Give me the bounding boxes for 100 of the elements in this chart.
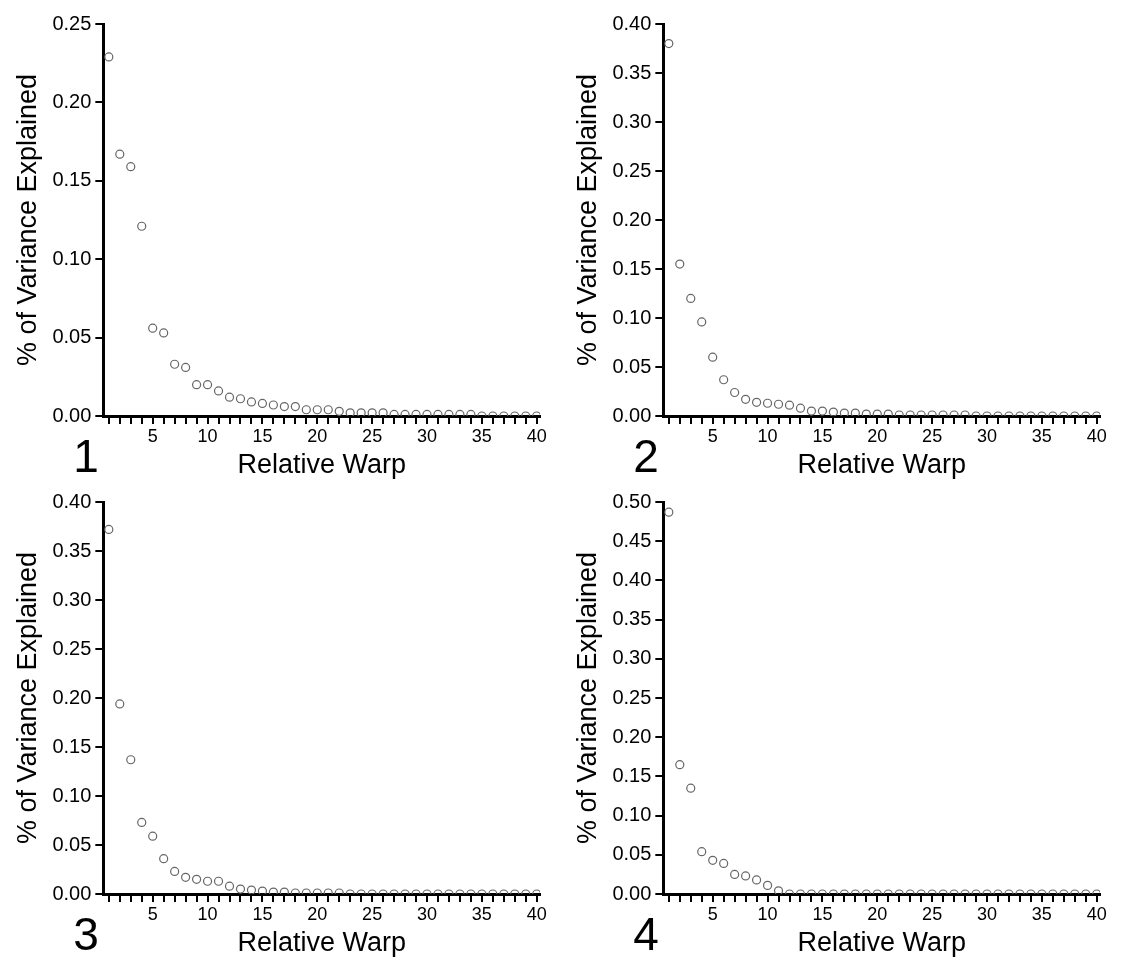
y-tick-label: 0.00: [612, 881, 652, 904]
y-tick-label: 0.15: [612, 763, 652, 786]
y-tick-label: 0.40: [52, 489, 92, 512]
x-tick-label: 25: [362, 425, 383, 446]
x-tick-label: 25: [362, 903, 383, 924]
y-tick-label: 0.05: [52, 325, 92, 348]
point: [202, 380, 213, 390]
x-tick-label: 30: [976, 903, 998, 924]
point: [137, 221, 147, 231]
point: [455, 409, 465, 416]
x-tick-label: 35: [471, 903, 492, 924]
y-tick-label: 0.15: [52, 734, 92, 757]
point: [246, 397, 257, 407]
point: [861, 409, 871, 416]
point: [806, 406, 817, 416]
y-tick-label: 0.00: [52, 881, 92, 904]
point: [466, 409, 476, 416]
point: [751, 397, 762, 407]
point: [444, 409, 454, 416]
y-tick-label: 0.15: [612, 256, 652, 279]
x-tick-label: 40: [1086, 425, 1107, 446]
point: [872, 409, 882, 416]
point: [312, 405, 322, 415]
y-tick-label: 0.30: [52, 587, 92, 610]
y-tick-label: 0.40: [612, 11, 652, 34]
x-tick-label: 30: [976, 425, 998, 446]
y-tick-label: 0.35: [612, 607, 652, 630]
y-tick-label: 0.35: [612, 60, 652, 83]
point: [795, 403, 806, 413]
y-tick-label: 0.25: [52, 11, 92, 34]
y-axis-title: % of Variance Explained: [11, 551, 42, 845]
point: [126, 162, 136, 172]
y-tick-label: 0.25: [612, 685, 652, 708]
point: [279, 401, 289, 412]
x-tick-label: 15: [252, 425, 273, 446]
point: [367, 408, 377, 416]
x-tick-label: 15: [812, 903, 833, 924]
y-tick-label: 0.50: [612, 489, 652, 512]
x-tick-label: 5: [147, 425, 158, 446]
y-tick-label: 0.05: [612, 354, 652, 377]
point: [708, 352, 718, 362]
point: [356, 408, 366, 416]
point: [104, 52, 114, 62]
y-tick-label: 0.30: [612, 646, 652, 669]
x-tick-label: 10: [197, 903, 218, 924]
y-tick-label: 0.10: [52, 246, 92, 269]
x-tick-label: 20: [867, 903, 888, 924]
x-axis-title: Relative Warp: [237, 927, 406, 958]
point: [411, 409, 421, 416]
point: [741, 394, 751, 404]
point: [224, 392, 235, 402]
point: [697, 317, 707, 327]
x-tick-label: 5: [707, 425, 718, 446]
x-tick-label: 30: [416, 903, 438, 924]
point: [839, 408, 849, 416]
text: 2: [633, 429, 659, 482]
x-tick-label: 30: [416, 425, 438, 446]
point: [191, 380, 202, 390]
x-tick-label: 15: [252, 903, 273, 924]
point: [400, 409, 410, 416]
point: [323, 405, 333, 415]
point: [235, 394, 246, 404]
x-tick-label: 20: [307, 903, 328, 924]
point: [389, 409, 399, 416]
point: [257, 398, 268, 409]
text: 1: [73, 429, 99, 482]
x-axis-title: Relative Warp: [797, 927, 966, 958]
x-tick-label: 20: [867, 425, 888, 446]
y-axis-title: % of Variance Explained: [571, 551, 602, 845]
y-tick-label: 0.35: [52, 538, 92, 561]
point: [784, 400, 795, 410]
x-tick-label: 5: [707, 903, 718, 924]
x-tick-label: 15: [812, 425, 833, 446]
y-tick-label: 0.45: [612, 528, 652, 551]
point: [378, 408, 388, 416]
y-tick-label: 0.00: [52, 403, 92, 426]
x-tick-label: 25: [922, 903, 943, 924]
y-tick-label: 0.40: [612, 567, 652, 590]
y-tick-label: 0.25: [612, 158, 652, 181]
y-tick-label: 0.05: [52, 832, 92, 855]
point: [334, 406, 344, 416]
text: 3: [73, 907, 99, 960]
y-tick-label: 0.00: [612, 403, 652, 426]
x-tick-label: 40: [526, 425, 547, 446]
point: [817, 406, 828, 416]
x-tick-label: 35: [471, 425, 492, 446]
x-tick-label: 5: [147, 903, 158, 924]
point: [301, 405, 311, 415]
point: [433, 409, 443, 416]
y-tick-label: 0.10: [52, 783, 92, 806]
x-tick-label: 25: [922, 425, 943, 446]
y-tick-label: 0.20: [52, 685, 92, 708]
point: [719, 375, 729, 385]
point: [762, 398, 773, 408]
point: [345, 408, 355, 416]
x-tick-label: 20: [307, 425, 328, 446]
x-tick-label: 10: [757, 425, 778, 446]
x-tick-label: 35: [1031, 903, 1052, 924]
point: [664, 39, 674, 49]
point: [181, 362, 191, 372]
